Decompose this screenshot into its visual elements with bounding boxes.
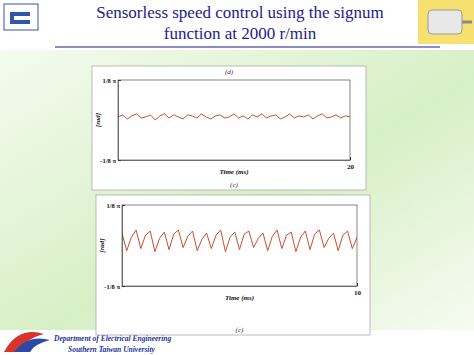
logo <box>4 4 38 30</box>
x-axis-line <box>119 160 351 161</box>
chart-box <box>92 66 366 190</box>
logo-frame <box>4 4 38 30</box>
x-axis-title: Time (ms) <box>219 168 248 176</box>
x-tick-mark <box>350 157 351 160</box>
x-tick-mark <box>357 283 358 286</box>
chart-caption: (c) <box>230 181 238 189</box>
chart-caption: (c) <box>236 326 244 334</box>
x-axis-line <box>123 286 358 287</box>
y-tick-mark <box>122 286 125 287</box>
y-axis: -1/8 π 1/8 π <box>100 77 121 164</box>
slide: Department of Electrical EngineeringSout… <box>0 0 474 355</box>
y-tick-label: -1/8 π <box>104 283 120 290</box>
y-tick: 1/8 π <box>103 77 122 84</box>
chart-box <box>96 195 370 335</box>
y-tick: 1/8 π <box>107 202 126 209</box>
y-axis-line <box>118 81 119 161</box>
signal-line <box>122 230 357 252</box>
x-tick-label: 10 <box>354 289 362 297</box>
slide-title: Sensorless speed control using the signu… <box>70 2 410 44</box>
y-axis-line <box>122 206 123 287</box>
motor-body <box>428 10 462 34</box>
y-axis: -1/8 π 1/8 π <box>104 202 125 290</box>
motor-shaft <box>462 21 472 24</box>
signal-line <box>118 114 350 120</box>
x-axis-title: Time (ms) <box>225 294 254 302</box>
y-axis-title: [rad] <box>94 112 102 127</box>
y-tick-label: 1/8 π <box>107 202 121 209</box>
chart: (d) 20 -1/8 π 1/8 π Time (ms) [rad] (c) <box>92 66 366 190</box>
motor-bg <box>418 0 474 44</box>
footer-university: Southern Taiwan University <box>68 345 155 354</box>
footer-logo-blue <box>14 339 50 353</box>
y-tick-mark <box>118 160 121 161</box>
y-tick-label: 1/8 π <box>103 77 117 84</box>
y-tick-mark <box>122 205 125 206</box>
motor-image <box>418 0 474 44</box>
x-tick: 10 <box>354 283 362 297</box>
y-tick: -1/8 π <box>100 157 121 164</box>
x-tick: 20 <box>347 157 355 171</box>
plot-area <box>118 114 350 120</box>
plot-frame <box>122 205 357 286</box>
chart-header: (d) <box>225 68 234 76</box>
chart: 10 -1/8 π 1/8 π Time (ms) [rad] (c) <box>96 195 370 335</box>
title-underline <box>55 47 440 48</box>
y-tick: -1/8 π <box>104 283 125 290</box>
y-tick-mark <box>118 80 121 81</box>
y-axis-title: [rad] <box>98 238 106 253</box>
y-tick-label: -1/8 π <box>100 157 116 164</box>
x-tick-label: 20 <box>347 163 355 171</box>
logo-shape <box>10 12 30 24</box>
plot-area <box>122 230 357 252</box>
plot-frame <box>118 80 350 160</box>
